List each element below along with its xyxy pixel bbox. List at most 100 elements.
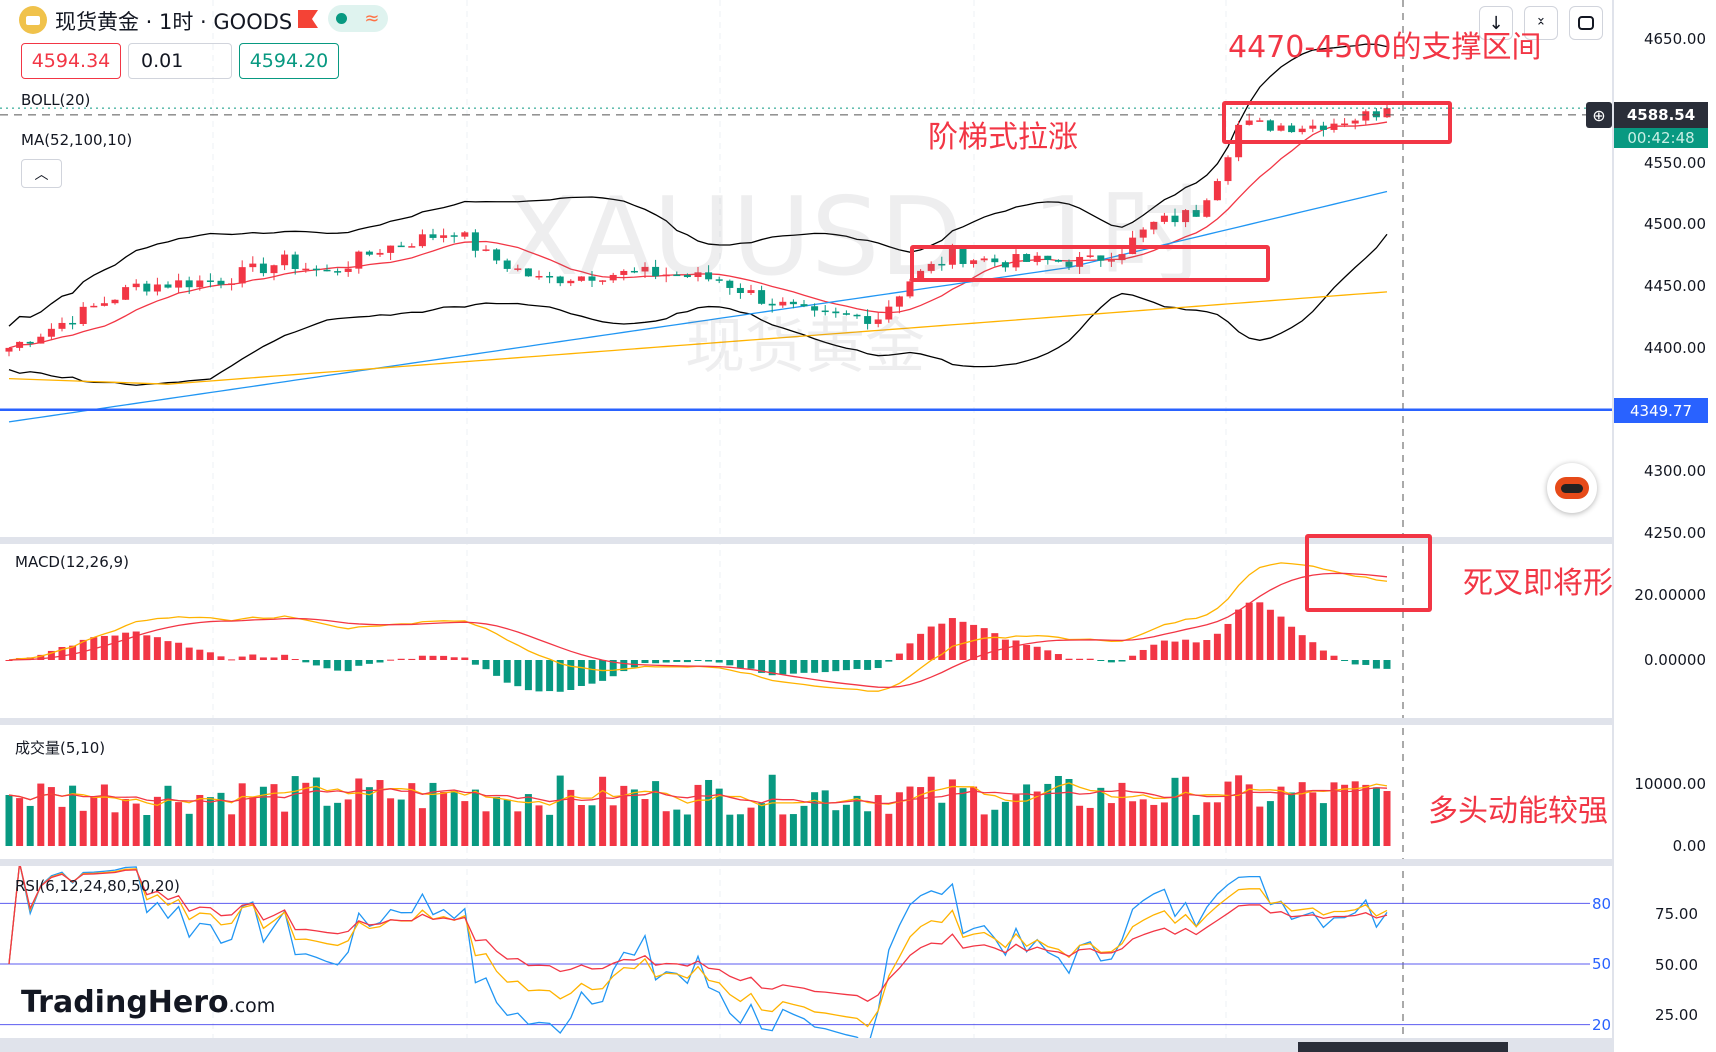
symbol-title[interactable]: 现货黄金 · 1时 · GOODS [55, 10, 293, 34]
macd-histogram-bar [864, 660, 872, 670]
pane-separator[interactable] [0, 859, 1716, 866]
macd-histogram-bar [1351, 660, 1359, 665]
arrow-down-icon: ↓ [1488, 12, 1504, 34]
volume-bar [906, 786, 914, 846]
volume-bar [69, 785, 77, 846]
collapse-pane-button[interactable]: ⌄ ⌃ [1524, 6, 1558, 40]
volume-bar [1383, 791, 1391, 846]
volume-bar [853, 795, 861, 846]
candle [153, 284, 161, 292]
rsi-legend[interactable]: RSI(6,12,24,80,50,20) [15, 877, 180, 895]
macd-histogram-bar [1160, 640, 1168, 660]
market-status-badge[interactable]: ≈ [328, 5, 388, 32]
macd-histogram-bar [1097, 660, 1105, 661]
candle [312, 268, 320, 271]
macd-histogram-bar [175, 642, 183, 660]
rsi-tick: 25.00 [1655, 1006, 1698, 1024]
volume-bar [1033, 791, 1041, 846]
volume-bar [948, 779, 956, 846]
macd-histogram-bar [143, 635, 151, 660]
candle [546, 275, 554, 278]
time-scroll-handle[interactable] [1298, 1042, 1508, 1052]
macd-histogram-bar [58, 647, 66, 660]
candle [652, 266, 660, 277]
ma-legend[interactable]: MA(52,100,10) [21, 131, 133, 149]
candle [1023, 254, 1031, 262]
candle [1319, 125, 1327, 130]
volume-bar [1012, 794, 1020, 846]
candle [726, 280, 734, 288]
chevron-up-icon: ︿ [34, 166, 49, 183]
macd-histogram-bar [885, 660, 893, 662]
macd-legend[interactable]: MACD(12,26,9) [15, 553, 129, 571]
collapse-legend-button[interactable]: ︿ [21, 159, 62, 188]
rsi6-line [8, 862, 1388, 1049]
volume-bar [715, 788, 723, 846]
volume-bar [599, 776, 607, 846]
candle [100, 303, 108, 306]
flag-icon[interactable] [298, 10, 318, 28]
candle [991, 258, 999, 263]
volume-bar [705, 779, 713, 846]
assistant-avatar-button[interactable] [1547, 463, 1597, 513]
macd-histogram-bar [37, 654, 45, 660]
volume-bar [1341, 784, 1349, 846]
rsi-level-50: 50 [1592, 955, 1612, 973]
macd-histogram-bar [291, 659, 299, 661]
volume-bar [238, 783, 246, 846]
volume-bar [991, 809, 999, 846]
volume-bar [122, 798, 130, 846]
macd-histogram-bar [1033, 646, 1041, 660]
volume-bar [1086, 807, 1094, 846]
volume-bar [408, 783, 416, 846]
volume-legend[interactable]: 成交量(5,10) [15, 739, 106, 757]
volume-bar [90, 796, 98, 846]
volume-bar [874, 795, 882, 846]
macd-histogram-bar [1330, 655, 1338, 660]
candle [620, 270, 628, 275]
pane-separator[interactable] [0, 718, 1716, 725]
candle [344, 268, 352, 272]
candle [1383, 108, 1391, 118]
volume-bar [196, 794, 204, 846]
macd-histogram-bar [185, 647, 193, 660]
macd-histogram-bar [164, 641, 172, 660]
volume-bar [1129, 801, 1137, 846]
quantity-input[interactable]: 0.01 [128, 43, 232, 79]
volume-bar [959, 788, 967, 846]
candle [535, 275, 543, 278]
scroll-down-button[interactable]: ↓ [1479, 6, 1513, 40]
maximize-icon [1578, 16, 1594, 30]
pane-separator[interactable] [0, 537, 1716, 544]
candle [673, 274, 681, 277]
candle [747, 290, 755, 293]
buy-price-button[interactable]: 4594.20 [239, 43, 339, 79]
boll-legend[interactable]: BOLL(20) [21, 91, 91, 109]
volume-bar [259, 786, 267, 846]
macd-histogram-bar [450, 657, 458, 660]
macd-histogram-bar [821, 660, 829, 673]
volume-bar [747, 807, 755, 846]
volume-bar [980, 814, 988, 846]
volume-bar [1213, 802, 1221, 846]
macd-histogram-bar [789, 660, 797, 674]
crosshair-add-icon[interactable]: ⊕ [1586, 102, 1612, 128]
macd-histogram-bar [1288, 626, 1296, 660]
volume-bar [1150, 804, 1158, 846]
price-tick: 4650.00 [1643, 30, 1706, 48]
sell-price-button[interactable]: 4594.34 [21, 43, 121, 79]
macd-histogram-bar [779, 660, 787, 675]
macd-histogram-bar [694, 660, 702, 661]
volume-bar [47, 787, 55, 846]
price-axis[interactable]: ⊕ 4588.54 00:42:48 4349.77 20.00000 0.00… [1586, 0, 1716, 1052]
macd-histogram-bar [1192, 642, 1200, 660]
rsi-level-20: 20 [1592, 1016, 1612, 1034]
candle [281, 254, 289, 266]
candle [895, 296, 903, 307]
volume-bar [514, 811, 522, 846]
volume-bar [1277, 786, 1285, 846]
volume-bar [1309, 792, 1317, 846]
volume-bar [397, 799, 405, 846]
candle [1171, 215, 1179, 223]
maximize-pane-button[interactable] [1569, 6, 1603, 40]
